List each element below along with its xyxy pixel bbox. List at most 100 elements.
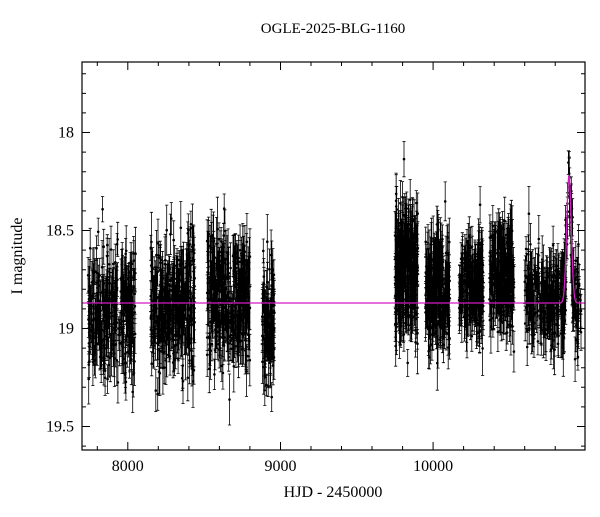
data-point	[229, 347, 233, 351]
data-point	[477, 274, 481, 278]
data-point	[149, 264, 153, 267]
data-point	[128, 352, 131, 356]
data-point	[458, 273, 461, 276]
data-point	[192, 324, 195, 327]
data-point	[393, 322, 397, 326]
data-point	[120, 257, 124, 260]
data-point	[545, 296, 549, 300]
data-point	[564, 288, 568, 291]
data-point	[411, 315, 414, 318]
data-point	[223, 229, 227, 233]
data-point	[577, 243, 580, 246]
data-point	[262, 275, 266, 278]
data-point	[168, 323, 172, 326]
data-point	[404, 255, 408, 258]
data-point	[415, 239, 419, 243]
data-point	[160, 319, 164, 323]
data-point	[457, 298, 461, 302]
data-point	[577, 284, 581, 288]
data-point	[498, 299, 501, 302]
data-point	[209, 274, 213, 277]
data-point	[158, 268, 162, 272]
data-point	[506, 309, 509, 313]
data-point	[192, 266, 196, 269]
data-point	[152, 344, 156, 347]
data-point	[218, 329, 222, 332]
data-point	[185, 264, 189, 268]
data-point	[560, 293, 563, 296]
data-point	[511, 277, 515, 281]
data-point	[92, 346, 96, 350]
data-point	[548, 314, 551, 318]
data-point	[407, 227, 411, 230]
data-point	[413, 249, 416, 252]
data-point	[415, 224, 419, 227]
data-point	[119, 326, 123, 329]
data-point	[424, 311, 427, 314]
data-point	[131, 311, 135, 314]
data-point	[445, 295, 448, 298]
data-point	[549, 305, 552, 309]
data-point	[87, 342, 91, 345]
data-point	[218, 338, 221, 341]
data-point	[183, 282, 187, 286]
data-point	[94, 305, 98, 308]
data-point	[458, 287, 462, 291]
data-point	[224, 294, 227, 297]
data-point	[133, 332, 137, 336]
data-point	[532, 333, 536, 337]
x-axis-label: HJD - 2450000	[284, 484, 383, 501]
data-point	[494, 267, 498, 271]
data-point	[190, 367, 194, 370]
data-point	[495, 292, 499, 296]
data-point	[506, 265, 509, 269]
data-point	[556, 288, 560, 291]
data-point	[164, 359, 168, 362]
data-point	[263, 288, 266, 292]
data-point	[99, 364, 103, 368]
data-point	[158, 371, 162, 375]
data-point	[576, 340, 579, 344]
data-point	[150, 313, 153, 317]
data-point	[434, 275, 438, 279]
data-point	[237, 325, 240, 328]
data-point	[119, 290, 123, 293]
data-point	[241, 332, 245, 336]
data-point	[559, 309, 563, 313]
data-point	[165, 353, 168, 357]
data-point	[111, 262, 115, 266]
data-point	[210, 308, 214, 312]
data-point	[509, 288, 512, 291]
data-point	[208, 244, 212, 248]
data-point	[237, 348, 240, 352]
data-point	[99, 303, 103, 307]
data-point	[98, 274, 101, 277]
data-point	[157, 254, 160, 257]
data-point	[94, 359, 97, 362]
data-point	[462, 261, 466, 265]
data-point	[465, 278, 469, 281]
data-point	[226, 263, 230, 266]
data-point	[153, 320, 157, 324]
data-point	[241, 348, 244, 351]
data-point	[405, 207, 409, 210]
data-point	[545, 269, 548, 273]
data-point	[561, 326, 564, 329]
data-point	[170, 285, 174, 288]
data-point	[89, 328, 93, 332]
data-point	[496, 248, 500, 251]
data-point	[441, 273, 444, 277]
data-point	[465, 267, 468, 271]
data-point	[546, 275, 549, 279]
data-point	[171, 361, 175, 364]
data-point	[474, 252, 478, 255]
data-point	[155, 253, 158, 257]
data-point	[209, 349, 212, 353]
data-point	[161, 277, 165, 280]
data-point	[214, 290, 218, 293]
data-point	[414, 259, 417, 263]
data-point	[564, 218, 567, 222]
data-point	[475, 317, 479, 320]
data-point	[481, 266, 484, 270]
data-point	[187, 264, 191, 267]
